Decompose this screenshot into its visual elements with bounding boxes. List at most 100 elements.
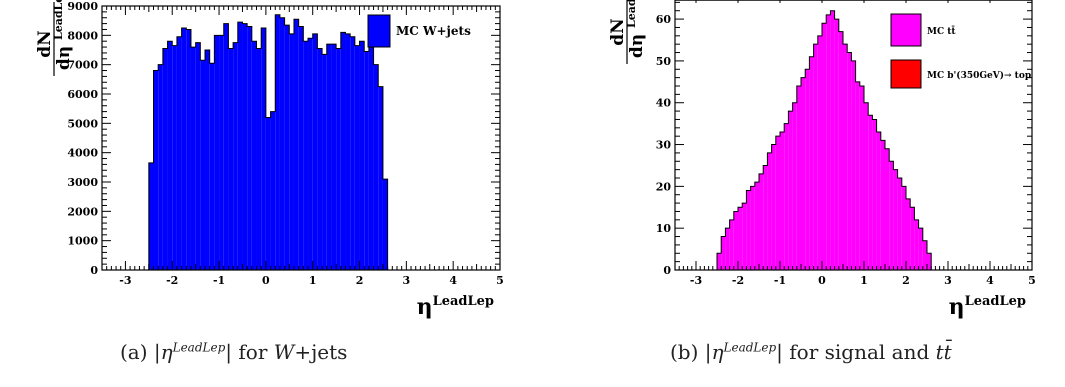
histogram-bar — [733, 211, 738, 270]
histogram-bar — [817, 35, 822, 271]
histogram-bar — [742, 203, 747, 270]
histogram-bar — [876, 132, 881, 270]
histogram-bar — [265, 117, 271, 270]
y-tick-label: 0 — [90, 264, 98, 277]
histogram-bars — [717, 10, 932, 271]
histogram-bar — [317, 48, 323, 271]
legend-label: MC W+jets — [396, 24, 471, 38]
y-tick-label: 0 — [663, 264, 671, 277]
x-tick-label: -1 — [774, 274, 786, 287]
histogram-bar — [289, 33, 294, 270]
histogram-bar — [205, 50, 210, 270]
histogram-bar — [345, 33, 351, 270]
histogram-bar — [885, 148, 890, 270]
histogram-bar — [256, 48, 262, 271]
histogram-bar — [893, 169, 898, 270]
y-tick-label: 2000 — [67, 205, 98, 218]
histogram-bar — [792, 102, 797, 271]
legend-swatch — [367, 14, 391, 48]
histogram-bar — [382, 179, 388, 270]
y-axis-label-sup: LeadLep — [52, 0, 65, 40]
histogram-bars — [148, 14, 388, 271]
histogram-bar — [148, 162, 154, 270]
histogram-bar — [190, 47, 196, 270]
histogram-outline — [148, 14, 389, 270]
histogram-bar — [796, 86, 801, 270]
x-tick-label: 2 — [356, 274, 364, 287]
histogram-bar — [219, 35, 224, 271]
histogram-bar — [364, 51, 369, 270]
histogram-bar — [759, 173, 764, 270]
histogram-bar — [228, 48, 234, 271]
histogram-bar — [158, 64, 163, 271]
histogram-outline — [716, 10, 932, 270]
x-tick-label: 0 — [262, 274, 270, 287]
x-tick-label: 3 — [403, 274, 411, 287]
histogram-bar — [897, 178, 902, 270]
histogram-bar — [322, 54, 327, 271]
y-tick-label: 6000 — [67, 88, 98, 101]
legend: MC W+jets — [367, 14, 471, 48]
histogram-bar — [826, 14, 831, 271]
histogram-bar — [261, 28, 266, 270]
x-tick-label: -3 — [690, 274, 702, 287]
histogram-bar — [767, 152, 772, 270]
histogram-bar — [214, 35, 220, 271]
histogram-bar — [788, 111, 793, 270]
y-tick-label: 10 — [656, 222, 672, 235]
histogram-bar — [922, 240, 927, 270]
histogram-bar — [906, 198, 911, 270]
histogram-bar — [251, 41, 257, 271]
y-tick-label: 4000 — [67, 147, 98, 160]
y-tick-label: 5000 — [67, 117, 98, 130]
histogram-bar — [242, 23, 248, 270]
y-tick-label: 30 — [656, 139, 672, 152]
histogram-bar — [889, 161, 894, 270]
histogram-bar — [181, 28, 187, 270]
histogram-bar — [771, 144, 776, 270]
caption-b: (b) |ηLeadLep| for signal and tt̄ — [670, 340, 952, 364]
y-axis-label-den: dη — [54, 46, 74, 70]
histogram-bar — [176, 36, 182, 270]
histogram-bar — [340, 32, 346, 271]
chart-a-svg: -3 -2 -1 0 1 2 3 4 5 0 1000 2000 3000 4000 5000 6000 700… — [35, 0, 504, 320]
y-tick-label: 3000 — [67, 176, 98, 189]
histogram-bar — [746, 190, 751, 270]
histogram-bar — [754, 182, 759, 270]
histogram-bar — [914, 219, 919, 270]
histogram-bar — [725, 228, 730, 270]
x-tick-label: 3 — [944, 274, 952, 287]
legend-swatch — [890, 59, 922, 89]
y-tick-label: 60 — [656, 13, 672, 26]
x-tick-label: -1 — [213, 274, 225, 287]
x-tick-label: 1 — [309, 274, 317, 287]
histogram-bar — [308, 38, 313, 271]
x-axis-label-sup: LeadLep — [965, 294, 1026, 309]
histogram-bar — [172, 45, 177, 270]
histogram-bar — [326, 44, 332, 271]
plot-frame — [101, 5, 501, 271]
histogram-bar — [805, 69, 810, 270]
histogram-bar — [729, 219, 734, 270]
histogram-bar — [279, 17, 285, 270]
x-tick-label: 5 — [496, 274, 504, 287]
histogram-bar — [872, 119, 877, 270]
histogram-bar — [822, 23, 827, 270]
histogram-bar — [195, 42, 201, 270]
histogram-bar — [237, 22, 243, 271]
x-tick-label: -3 — [119, 274, 131, 287]
x-tick-label: -2 — [732, 274, 744, 287]
histogram-bar — [354, 45, 360, 270]
y-tick-label: 40 — [656, 97, 672, 110]
chart-panel-a: -3 -2 -1 0 1 2 3 4 5 0 1000 2000 3000 4000 5000 6000 700… — [0, 0, 532, 330]
x-tick-label: -2 — [166, 274, 178, 287]
y-axis-label-den: dη — [627, 34, 647, 58]
caption-a: (a) |ηLeadLep| for W+jets — [120, 340, 348, 364]
histogram-bar — [784, 123, 789, 271]
histogram-bar — [880, 140, 885, 270]
histogram-bar — [331, 44, 337, 271]
histogram-bar — [284, 25, 290, 270]
histogram-bar — [780, 132, 785, 270]
histogram-bar — [303, 41, 309, 271]
